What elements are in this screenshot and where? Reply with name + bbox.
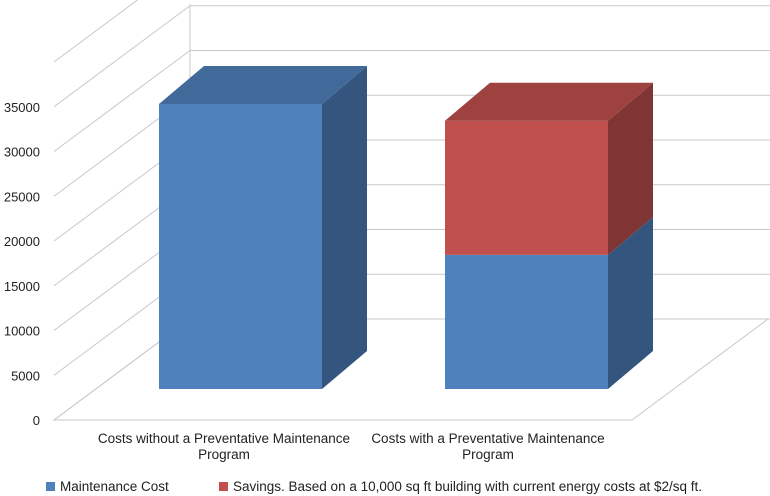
x-category-label: Program (198, 447, 250, 462)
x-axis: Costs without a Preventative Maintenance… (98, 431, 605, 462)
y-axis: 0 5000 10000 15000 20000 25000 30000 35000 (4, 100, 40, 428)
legend-swatch (46, 482, 55, 491)
legend-label: Savings. Based on a 10,000 sq ft buildin… (233, 479, 702, 494)
y-tick-label: 25000 (4, 189, 40, 204)
bar-maintenance-cost (159, 104, 322, 389)
legend-swatch (219, 482, 228, 491)
bar-side-face (322, 66, 367, 389)
y-tick-label: 10000 (4, 324, 40, 339)
legend-label: Maintenance Cost (60, 479, 169, 494)
y-tick-label: 20000 (4, 234, 40, 249)
bar-savings (445, 120, 608, 255)
x-category-label: Costs without a Preventative Maintenance (98, 431, 350, 446)
bar-top-face (159, 66, 367, 104)
y-tick-label: 0 (33, 413, 40, 428)
legend: Maintenance Cost Savings. Based on a 10,0… (46, 479, 702, 494)
x-category-label: Costs with a Preventative Maintenance (371, 431, 604, 446)
y-tick-label: 30000 (4, 145, 40, 160)
bar-side-face (608, 82, 653, 255)
gridline-diagonal (53, 0, 139, 63)
bar-side-face (608, 216, 653, 389)
bar-top-face (445, 82, 653, 121)
bar-maintenance-cost (445, 254, 608, 389)
gridline-diagonal (53, 50, 191, 152)
bars (159, 66, 653, 389)
y-tick-label: 15000 (4, 279, 40, 294)
x-category-label: Program (462, 447, 514, 462)
y-tick-label: 35000 (4, 100, 40, 115)
gridline-diagonal (53, 5, 191, 108)
y-tick-label: 5000 (11, 368, 40, 383)
